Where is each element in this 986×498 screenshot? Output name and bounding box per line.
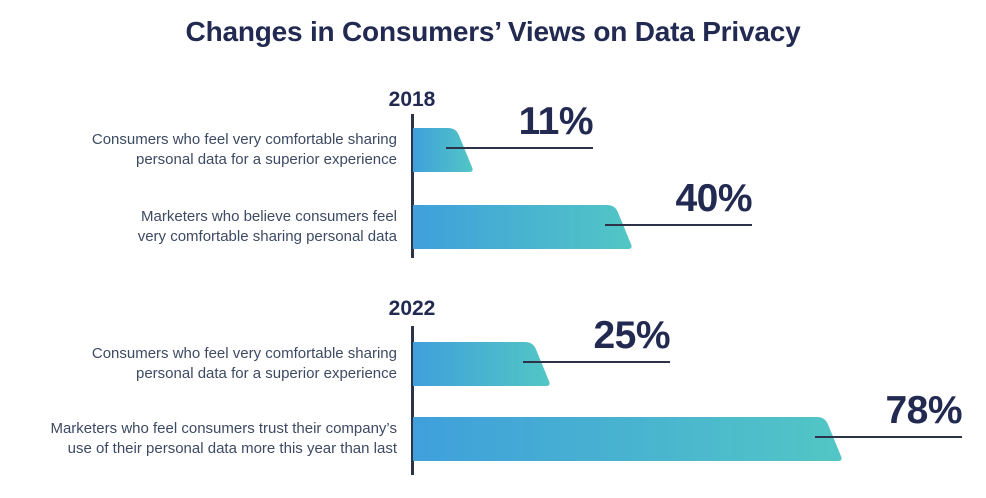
bar-label: Marketers who believe consumers feel ver…	[27, 205, 397, 249]
bar-row-2018-consumers: Consumers who feel very comfortable shar…	[0, 100, 986, 172]
value-label: 78%	[885, 389, 962, 432]
bar-row-2022-consumers: Consumers who feel very comfortable shar…	[0, 314, 986, 386]
leader-line	[523, 361, 670, 363]
value-label: 40%	[675, 177, 752, 220]
bar-label-line: Consumers who feel very comfortable shar…	[91, 130, 397, 148]
bar-label-line: use of their personal data more this yea…	[67, 440, 397, 457]
leader-line	[815, 436, 962, 438]
bar-label-line: Marketers who believe consumers feel	[141, 207, 397, 225]
chart-title: Changes in Consumers’ Views on Data Priv…	[185, 16, 801, 47]
bar-row-2018-marketers: Marketers who believe consumers feel ver…	[0, 177, 986, 249]
bar-label-line: personal data for a superior experience	[136, 365, 397, 382]
axis-line-2018	[411, 114, 414, 258]
bar-label-line: very comfortable sharing personal data	[137, 228, 397, 245]
bar-2022-consumers	[413, 342, 551, 386]
bar-label-line: Marketers who feel consumers trust their…	[50, 419, 397, 437]
bar-label: Consumers who feel very comfortable shar…	[27, 128, 397, 172]
value-label: 25%	[593, 314, 670, 357]
year-label-2018: 2018	[388, 88, 436, 111]
leader-line	[446, 147, 593, 149]
bar-label: Marketers who feel consumers trust their…	[27, 417, 397, 461]
bar-2018-marketers	[413, 205, 633, 249]
bar-label-line: Consumers who feel very comfortable shar…	[91, 344, 397, 362]
value-label: 11%	[518, 100, 594, 143]
bar-row-2022-marketers: Marketers who feel consumers trust their…	[0, 389, 986, 461]
bar-2018-consumers	[413, 128, 474, 172]
bar-2022-marketers	[413, 417, 843, 461]
leader-line	[605, 224, 752, 226]
bar-label-line: personal data for a superior experience	[136, 151, 397, 168]
bar-label: Consumers who feel very comfortable shar…	[27, 342, 397, 386]
year-label-2022: 2022	[388, 297, 436, 320]
axis-line-2022	[411, 326, 414, 475]
